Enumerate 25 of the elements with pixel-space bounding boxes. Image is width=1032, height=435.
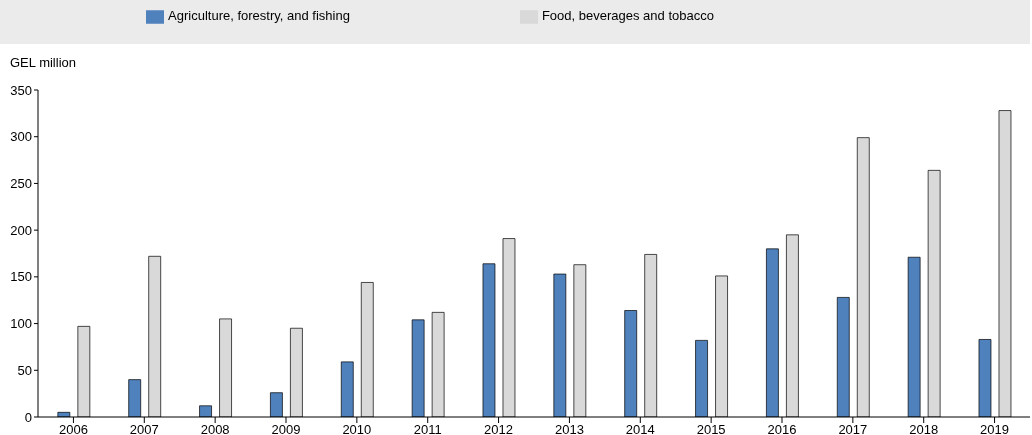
y-tick-label: 350 xyxy=(10,82,32,98)
x-tick-label: 2009 xyxy=(271,422,301,435)
y-axis-title: GEL million xyxy=(10,55,76,70)
x-tick-label: 2014 xyxy=(625,422,655,435)
y-tick-label: 300 xyxy=(10,129,32,145)
x-tick-label: 2008 xyxy=(200,422,230,435)
x-tick-label: 2016 xyxy=(767,422,797,435)
x-tick-label: 2006 xyxy=(58,422,88,435)
x-tick-label: 2007 xyxy=(129,422,159,435)
x-tick-label: 2012 xyxy=(484,422,514,435)
y-tick-label: 100 xyxy=(10,316,32,332)
x-tick-label: 2017 xyxy=(838,422,868,435)
y-tick-label: 200 xyxy=(10,222,32,238)
x-tick-label: 2013 xyxy=(554,422,584,435)
y-tick-label: 150 xyxy=(10,269,32,285)
x-tick-label: 2018 xyxy=(909,422,939,435)
legend-label: Agriculture, forestry, and fishing xyxy=(168,8,350,24)
y-tick-label: 50 xyxy=(17,362,32,378)
y-tick-label: 250 xyxy=(10,176,32,192)
legend-label: Food, beverages and tobacco xyxy=(541,8,714,24)
x-tick-label: 2011 xyxy=(413,422,442,435)
x-tick-label: 2015 xyxy=(696,422,726,435)
x-tick-label: 2019 xyxy=(980,422,1010,435)
x-tick-label: 2010 xyxy=(342,422,372,435)
y-tick-label: 0 xyxy=(24,409,32,425)
